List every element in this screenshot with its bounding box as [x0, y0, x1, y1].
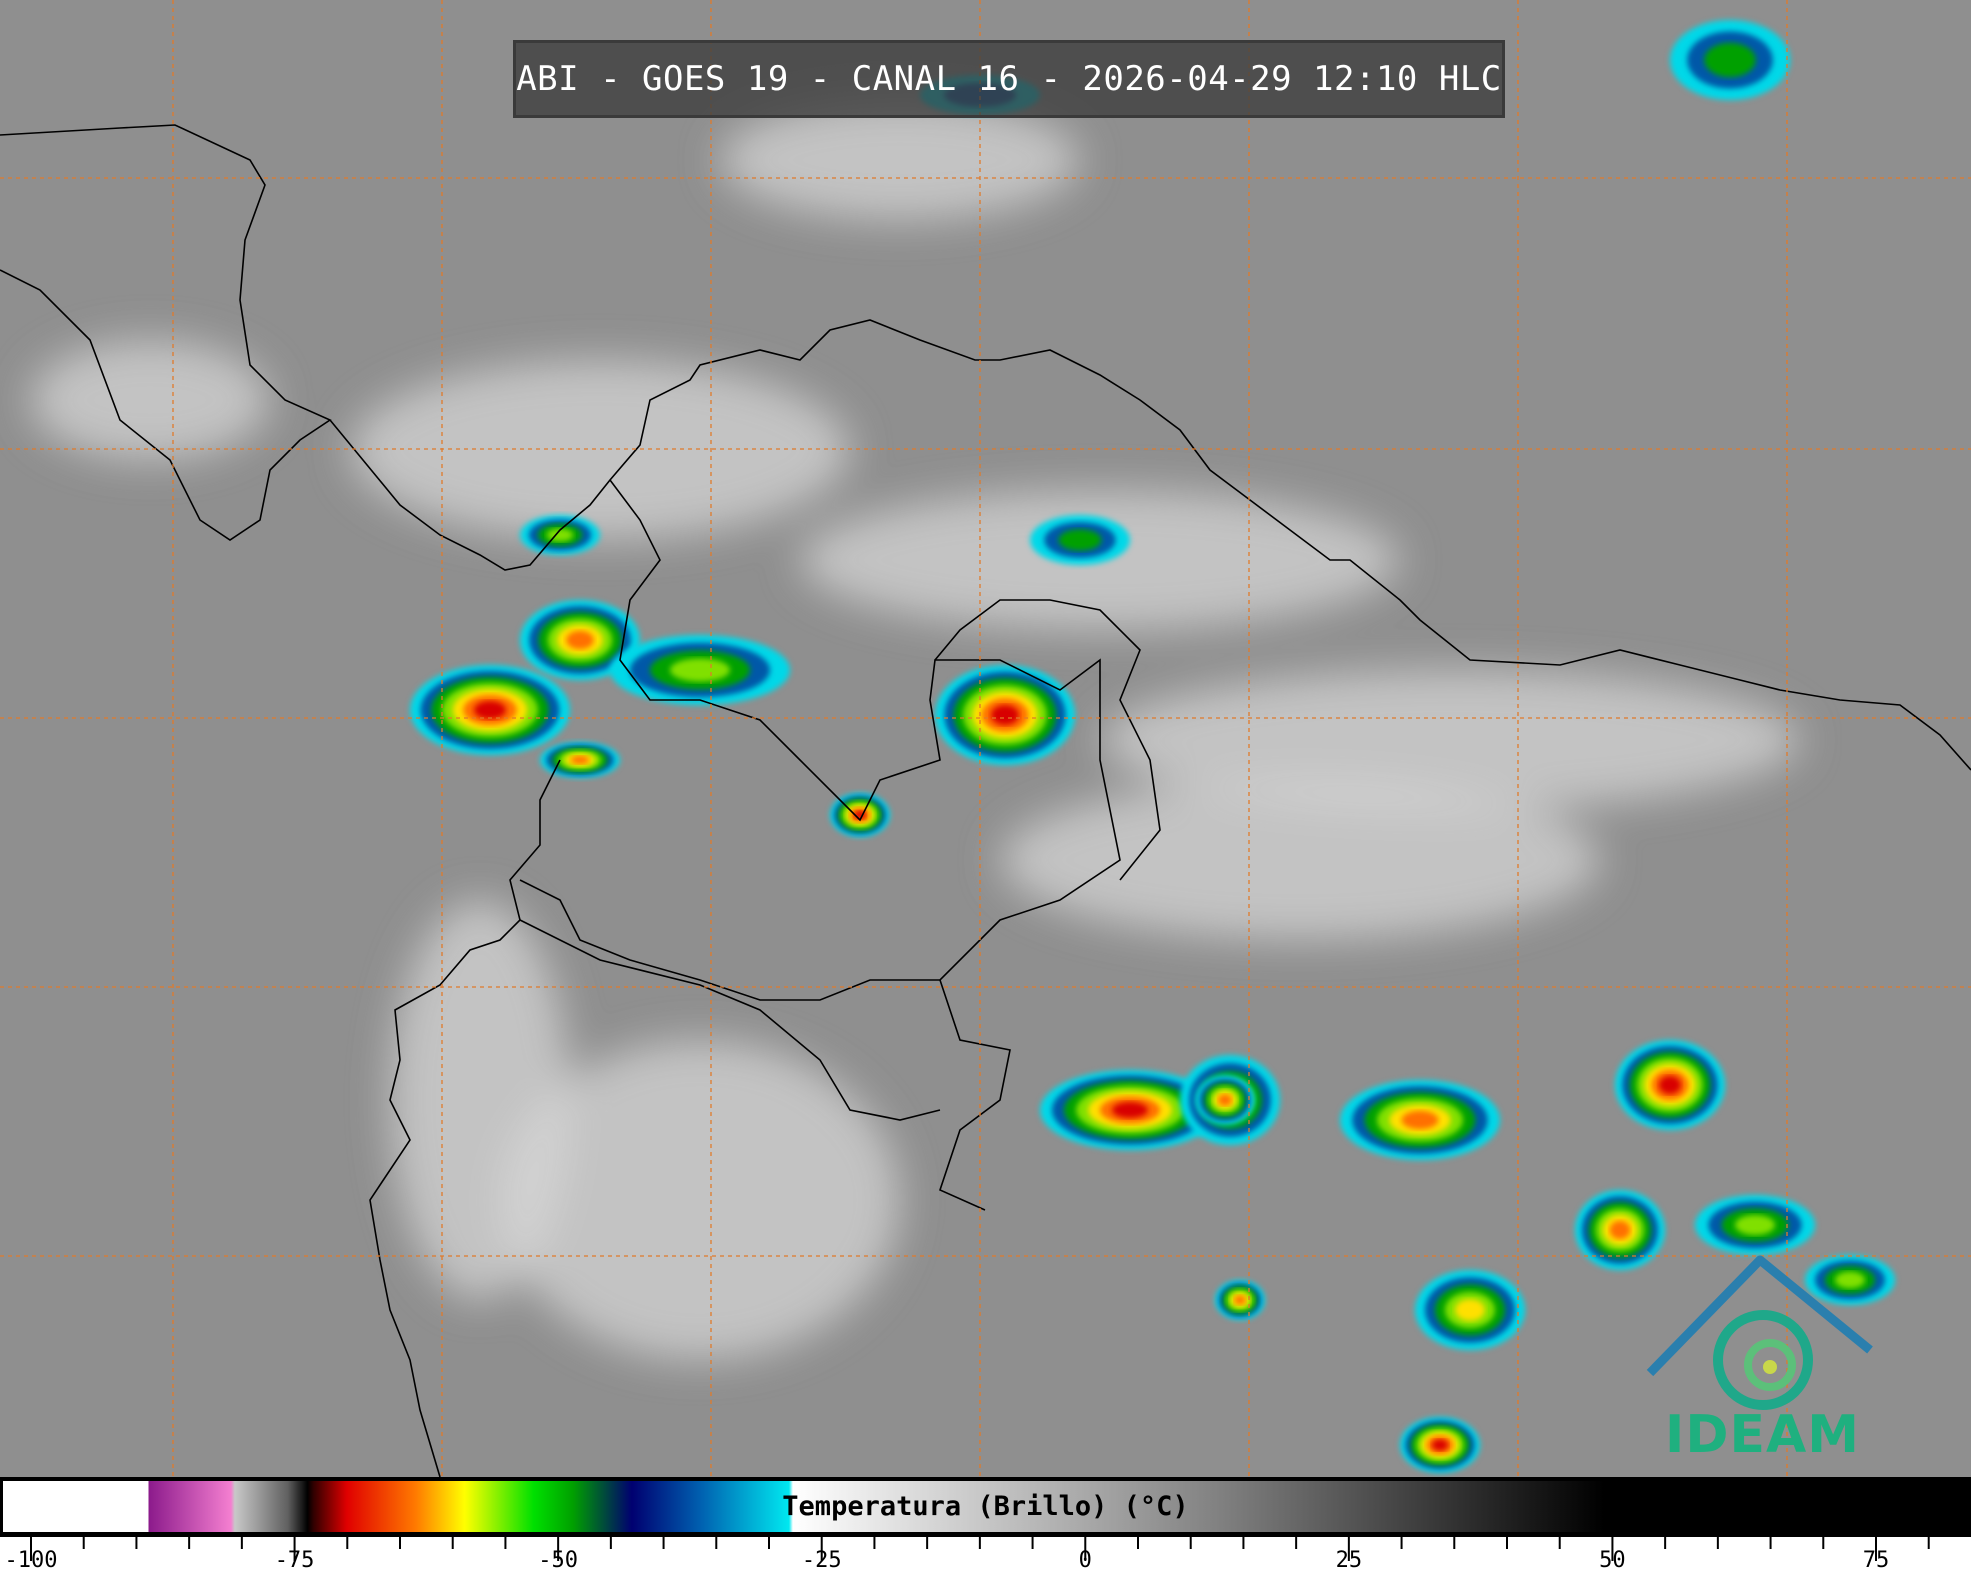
storm-cell	[1835, 1271, 1865, 1289]
cloud-haze	[1100, 670, 1800, 810]
storm-cell	[1112, 1102, 1148, 1118]
tick-label: -100	[4, 1548, 58, 1573]
satellite-map	[0, 0, 1971, 1477]
convective-cloud-layer	[410, 20, 1895, 1473]
cloud-haze	[390, 900, 570, 1300]
border-colombia	[519, 479, 1121, 1001]
ideam-logo	[1646, 1255, 1873, 1410]
coastline-pacific-south-america	[369, 759, 561, 1477]
colorbar-ticks	[30, 1537, 1930, 1561]
tick-label: 25	[1335, 1548, 1363, 1573]
tick-label: -25	[801, 1548, 842, 1573]
cloud-haze	[1000, 780, 1600, 940]
storm-cell	[1401, 1110, 1439, 1130]
lat-lon-grid	[0, 0, 1971, 1477]
ideam-logo-text: IDEAM	[1665, 1405, 1861, 1465]
storm-cell	[1058, 529, 1102, 551]
tick-label: -75	[274, 1548, 315, 1573]
storm-cell	[1609, 1220, 1631, 1240]
storm-cell	[1704, 42, 1756, 78]
storm-cell	[570, 755, 590, 765]
cloud-haze-layer	[30, 100, 1800, 1360]
storm-cell	[1432, 1439, 1448, 1451]
border-venezuela	[934, 599, 1161, 881]
title-banner: ABI - GOES 19 - CANAL 16 - 2026-04-29 12…	[513, 40, 1505, 118]
coastline-borders	[0, 124, 1971, 1477]
image-title: ABI - GOES 19 - CANAL 16 - 2026-04-29 12…	[516, 59, 1502, 99]
border-ecuador-peru	[519, 919, 941, 1121]
storm-cell	[474, 701, 506, 719]
cloud-haze	[500, 1040, 900, 1360]
colorbar-tick-labels: -100 -75 -50 -25 0 25 50 75	[0, 1477, 1971, 1577]
logo-roof-icon	[1646, 1255, 1873, 1377]
cloud-haze	[720, 100, 1080, 220]
tick-label: 0	[1078, 1548, 1092, 1573]
colorbar-label: Temperatura (Brillo) (°C)	[782, 1491, 1189, 1522]
storm-cell	[670, 658, 730, 682]
tick-label: 75	[1862, 1548, 1890, 1573]
colorbar-gradient	[3, 1481, 1968, 1532]
cloud-haze	[30, 340, 270, 460]
tick-label: 50	[1599, 1548, 1626, 1573]
colorbar: Temperatura (Brillo) (°C) -100 -75 -50 -…	[0, 1477, 1971, 1577]
cloud-haze	[350, 360, 850, 540]
storm-cell	[1659, 1076, 1681, 1094]
logo-swirl-icon	[1713, 1310, 1813, 1410]
storm-cell	[1735, 1215, 1775, 1235]
coastline-central-america	[0, 124, 332, 541]
tick-label: -50	[538, 1548, 579, 1573]
border-peru-brazil	[939, 979, 1011, 1211]
storm-cell	[566, 630, 594, 650]
colorbar-frame: Temperatura (Brillo) (°C)	[0, 1477, 1971, 1537]
storm-cell	[1234, 1295, 1246, 1305]
logo-swirl-inner-icon	[1744, 1339, 1796, 1391]
coastline-panama-caribbean	[329, 319, 1971, 771]
storm-cell	[991, 705, 1019, 725]
logo-swirl-center-icon	[1763, 1360, 1777, 1374]
storm-cell	[1455, 1299, 1485, 1321]
storm-cell	[1218, 1094, 1232, 1106]
